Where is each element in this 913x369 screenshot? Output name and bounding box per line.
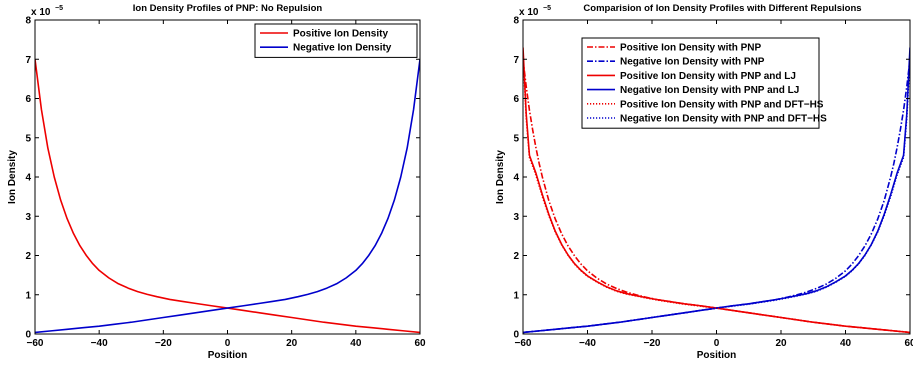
x-tick-label: 0: [714, 338, 720, 349]
x-tick-label: 60: [414, 338, 426, 349]
legend-box: [581, 37, 820, 129]
y-exponent-label: x 10: [519, 7, 539, 18]
x-tick-label: 0: [225, 338, 231, 349]
series-line-5: [523, 55, 910, 334]
axes-box: [34, 19, 421, 335]
series-line-4: [523, 55, 910, 334]
series-line-1: [35, 59, 420, 334]
x-tick-label: −20: [644, 338, 661, 349]
y-tick-label: 4: [25, 173, 31, 184]
x-tick-label: 20: [286, 338, 298, 349]
x-tick-label: 20: [775, 338, 787, 349]
y-tick-label: 7: [513, 55, 519, 66]
legend: Positive Ion Density Negative Ion Density: [254, 23, 418, 58]
y-exponent-power: −5: [543, 5, 551, 12]
y-tick-label: 1: [25, 290, 31, 301]
chart-panel-0: −60 −40 −20 0 20 40 60 0 1 2 3 4 5 6 7 8x 10 −5 Ion Densi…: [7, 3, 426, 361]
legend-label-3: Negative Ion Density with PNP and LJ: [620, 85, 799, 96]
series-line-3: [523, 47, 910, 334]
x-tick-label: 40: [840, 338, 852, 349]
y-tick-label: 0: [25, 330, 31, 341]
legend-label-5: Negative Ion Density with PNP and DFT−HS: [620, 114, 827, 125]
legend-box: [254, 23, 418, 58]
x-axis-label: Position: [697, 350, 736, 361]
chart-title: Comparision of Ion Density Profiles with…: [583, 3, 861, 14]
chart-panel-1: −60 −40 −20 0 20 40 60 0 1 2 3 4 5 6 7 8x 10 −5 Comparisi…: [495, 3, 913, 361]
y-tick-label: 6: [513, 94, 519, 105]
x-tick-label: −20: [155, 338, 172, 349]
y-tick-label: 2: [25, 251, 31, 262]
y-tick-label: 8: [513, 16, 519, 27]
y-tick-label: 4: [513, 173, 519, 184]
y-tick-label: 5: [25, 133, 31, 144]
series-group: [35, 59, 420, 334]
legend-label-4: Positive Ion Density with PNP and DFT−HS: [620, 99, 824, 110]
legend-label-0: Positive Ion Density with PNP: [620, 43, 761, 54]
x-tick-label: −40: [91, 338, 108, 349]
y-tick-label: 7: [25, 55, 31, 66]
y-tick-label: 3: [25, 212, 31, 223]
legend: Positive Ion Density with PNP Negative Io…: [581, 37, 827, 129]
y-tick-label: 6: [25, 94, 31, 105]
y-tick-label: 2: [513, 251, 519, 262]
y-tick-label: 3: [513, 212, 519, 223]
series-group: [523, 47, 910, 334]
y-axis-label: Ion Density: [495, 150, 506, 204]
y-tick-label: 0: [513, 330, 519, 341]
x-axis-label: Position: [208, 350, 247, 361]
chart-title: Ion Density Profiles of PNP: No Repulsio…: [133, 3, 323, 14]
x-tick-label: −60: [515, 338, 532, 349]
x-tick-label: −40: [579, 338, 596, 349]
legend-label-1: Negative Ion Density: [293, 43, 392, 54]
y-tick-label: 8: [25, 16, 31, 27]
y-axis-label: Ion Density: [7, 150, 18, 204]
y-tick-label: 1: [513, 290, 519, 301]
y-tick-label: 5: [513, 133, 519, 144]
x-tick-label: −60: [27, 338, 44, 349]
series-line-0: [35, 59, 420, 334]
y-exponent-power: −5: [55, 5, 63, 12]
y-exponent-label: x 10: [31, 7, 51, 18]
legend-label-2: Positive Ion Density with PNP and LJ: [620, 71, 796, 82]
x-tick-label: 60: [904, 338, 913, 349]
legend-label-0: Positive Ion Density: [293, 29, 388, 40]
legend-label-1: Negative Ion Density with PNP: [620, 57, 765, 68]
x-tick-label: 40: [350, 338, 362, 349]
